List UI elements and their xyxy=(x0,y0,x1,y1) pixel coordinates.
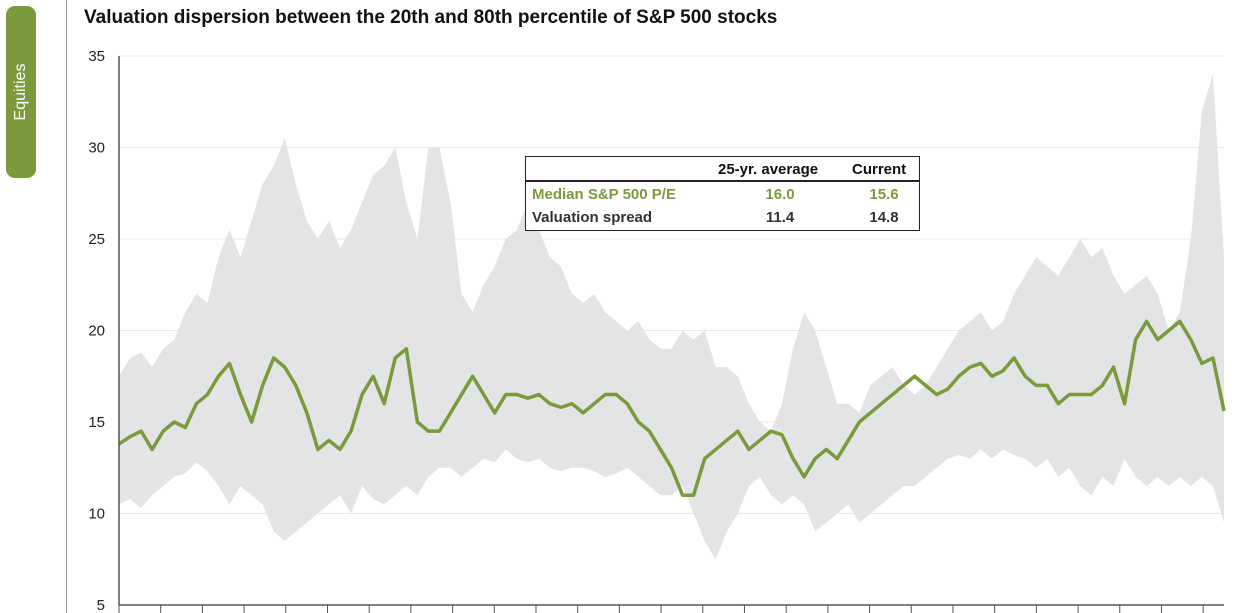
y-tick-label: 25 xyxy=(88,231,105,248)
y-tick-label: 35 xyxy=(88,48,105,65)
col-header-current: Current xyxy=(852,161,907,178)
x-axis xyxy=(118,604,1224,613)
header-rule xyxy=(526,180,919,182)
valuation-spread-band xyxy=(119,74,1224,560)
row-label: Valuation spread xyxy=(532,209,653,226)
row-avg: 16.0 xyxy=(765,186,795,203)
y-axis: 5 10 15 20 25 30 35 xyxy=(88,48,120,613)
median-pe-line xyxy=(118,319,1226,497)
row-label: Median S&P 500 P/E xyxy=(532,186,676,203)
y-tick-label: 20 xyxy=(88,323,105,340)
row-median-pe: Median S&P 500 P/E 16.0 15.6 xyxy=(526,186,919,206)
chart-title: Valuation dispersion between the 20th an… xyxy=(84,7,778,28)
col-header-avg: 25-yr. average xyxy=(718,161,819,178)
row-avg: 11.4 xyxy=(765,209,795,226)
row-current: 15.6 xyxy=(869,186,899,203)
y-tick-label: 10 xyxy=(88,506,105,523)
row-valuation-spread: Valuation spread 11.4 14.8 xyxy=(526,209,919,229)
section-tab-equities[interactable]: Equities xyxy=(6,6,36,178)
y-tick-label: 5 xyxy=(97,597,105,613)
y-tick-label: 30 xyxy=(88,140,105,157)
row-current: 14.8 xyxy=(869,209,899,226)
side-divider xyxy=(66,0,67,613)
y-tick-label: 15 xyxy=(88,414,105,431)
summary-table: 25-yr. average Current Median S&P 500 P/… xyxy=(525,156,920,231)
